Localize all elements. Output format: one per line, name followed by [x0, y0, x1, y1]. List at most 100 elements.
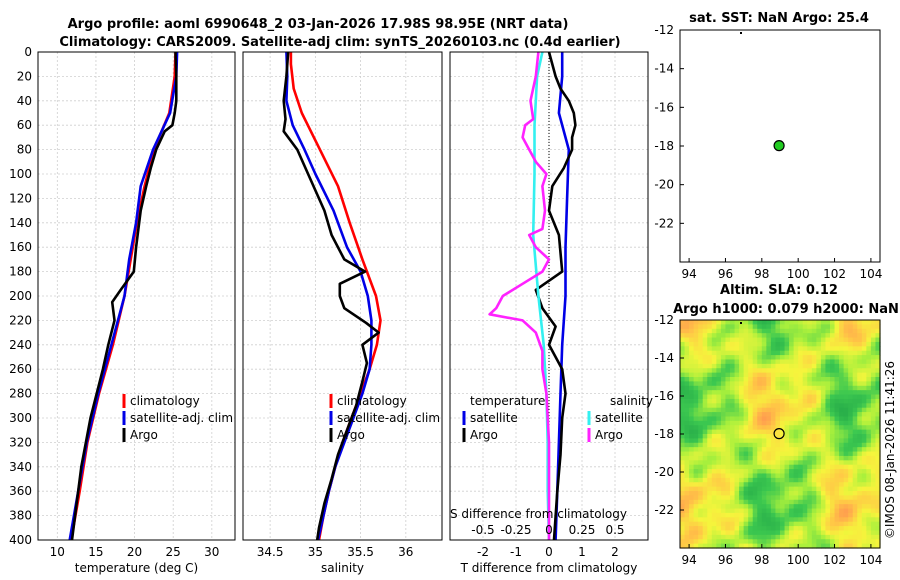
- heatmap-cell: [802, 499, 808, 505]
- heatmap-cell: [825, 337, 831, 343]
- heatmap-cell: [684, 394, 690, 400]
- heatmap-cell: [711, 464, 717, 470]
- heatmap-cell: [693, 469, 699, 475]
- heatmap-cell: [775, 464, 781, 470]
- heatmap-cell: [816, 355, 822, 361]
- heatmap-cell: [820, 420, 827, 426]
- heatmap-cell: [834, 394, 840, 400]
- heatmap-cell: [857, 526, 863, 532]
- heatmap-cell: [857, 337, 863, 343]
- heatmap-cell: [848, 377, 854, 382]
- heatmap-cell: [852, 390, 858, 396]
- heatmap-cell: [789, 341, 795, 347]
- heatmap-cell: [734, 464, 740, 470]
- heatmap-cell: [734, 455, 740, 461]
- heatmap-cell: [843, 464, 849, 470]
- heatmap-cell: [775, 363, 781, 369]
- heatmap-cell: [689, 451, 695, 457]
- heatmap-cell: [830, 455, 836, 461]
- heatmap-cell: [798, 403, 804, 409]
- heatmap-cell: [739, 473, 745, 479]
- heatmap-cell: [743, 350, 749, 356]
- heatmap-cell: [748, 377, 754, 382]
- heatmap-cell: [770, 420, 777, 426]
- heatmap-cell: [866, 464, 872, 470]
- heatmap-cell: [825, 381, 831, 387]
- heatmap-cell: [789, 526, 795, 532]
- heatmap-cell: [720, 499, 727, 505]
- heatmap-cell: [725, 337, 731, 343]
- heatmap-cell: [707, 482, 713, 488]
- heatmap-cell: [689, 359, 695, 365]
- heatmap-cell: [798, 377, 804, 382]
- heatmap-cell: [848, 434, 854, 439]
- heatmap-cell: [830, 460, 836, 466]
- heatmap-cell: [680, 451, 686, 457]
- heatmap-cell: [820, 469, 827, 475]
- heatmap-cell: [857, 495, 863, 501]
- heatmap-cell: [739, 460, 745, 466]
- heatmap-cell: [834, 508, 840, 514]
- heatmap-cell: [866, 355, 872, 361]
- heatmap-cell: [802, 355, 808, 361]
- heatmap-cell: [789, 460, 795, 466]
- heatmap-cell: [784, 381, 790, 387]
- heatmap-cell: [720, 539, 727, 545]
- heatmap-cell: [875, 543, 881, 549]
- heatmap-cell: [857, 517, 863, 523]
- heatmap-cell: [693, 495, 699, 501]
- heatmap-cell: [748, 530, 754, 536]
- heatmap-cell: [830, 442, 836, 448]
- heatmap-cell: [830, 447, 836, 453]
- heatmap-cell: [684, 324, 690, 330]
- heatmap-cell: [875, 534, 881, 540]
- heatmap-cell: [816, 398, 822, 404]
- heatmap-cell: [693, 407, 699, 413]
- heatmap-cell: [711, 539, 717, 545]
- heatmap-cell: [720, 521, 727, 527]
- heatmap-cell: [757, 491, 763, 496]
- heatmap-cell: [789, 363, 795, 369]
- heatmap-cell: [684, 420, 690, 426]
- heatmap-cell: [761, 403, 767, 409]
- heatmap-cell: [811, 539, 817, 545]
- heatmap-cell: [789, 377, 795, 382]
- heatmap-cell: [830, 539, 836, 545]
- heatmap-cell: [770, 429, 777, 435]
- heatmap-cell: [689, 350, 695, 356]
- heatmap-cell: [698, 341, 704, 347]
- y-tick-label: -18: [654, 139, 674, 153]
- heatmap-cell: [716, 346, 722, 352]
- plot-frame: [37, 51, 236, 541]
- heatmap-cell: [716, 530, 722, 536]
- heatmap-cell: [730, 477, 736, 483]
- heatmap-cell: [784, 372, 790, 378]
- heatmap-cell: [752, 438, 758, 444]
- heatmap-cell: [848, 346, 854, 352]
- heatmap-cell: [784, 328, 790, 334]
- heatmap-cell: [811, 495, 817, 501]
- heatmap-cell: [852, 337, 858, 343]
- heatmap-cell: [770, 403, 777, 409]
- heatmap-cell: [857, 539, 863, 545]
- heatmap-cell: [730, 341, 736, 347]
- heatmap-cell: [707, 447, 713, 453]
- heatmap-cell: [843, 368, 849, 374]
- heatmap-cell: [757, 368, 763, 374]
- x-tick-label: 98: [754, 267, 769, 281]
- heatmap-cell: [820, 363, 827, 369]
- heatmap-cell: [757, 530, 763, 536]
- heatmap-cell: [757, 377, 763, 382]
- heatmap-cell: [775, 530, 781, 536]
- heatmap-cell: [807, 324, 813, 330]
- heatmap-cell: [748, 429, 754, 435]
- argo-float-marker: [773, 140, 785, 152]
- heatmap-cell: [730, 420, 736, 426]
- heatmap-cell: [875, 390, 881, 396]
- heatmap-cell: [839, 495, 845, 501]
- heatmap-cell: [725, 451, 731, 457]
- heatmap-cell: [711, 346, 717, 352]
- heatmap-cell: [770, 346, 777, 352]
- heatmap-cell: [716, 469, 722, 475]
- heatmap-cell: [730, 486, 736, 492]
